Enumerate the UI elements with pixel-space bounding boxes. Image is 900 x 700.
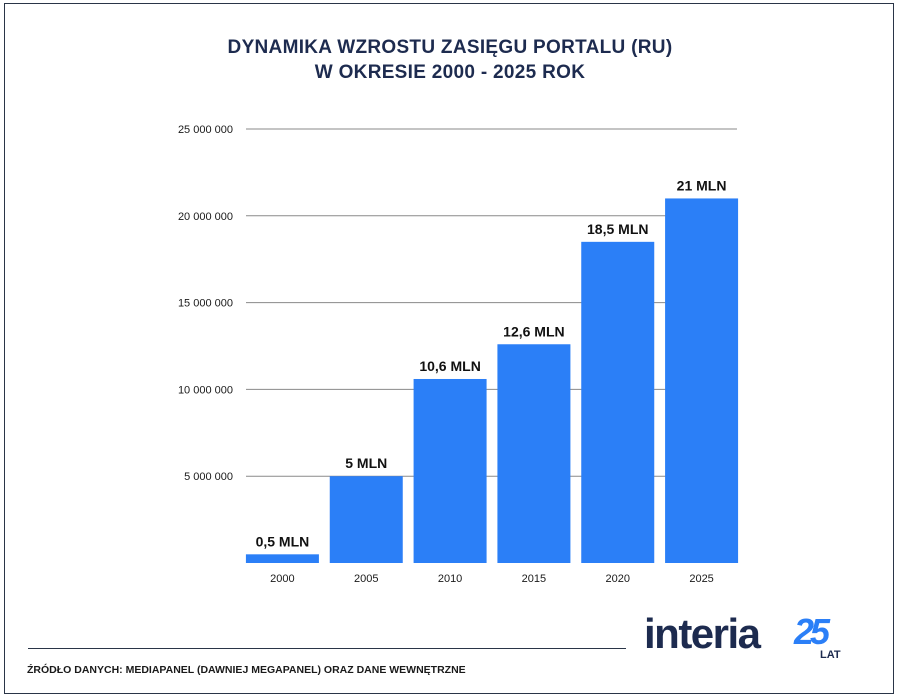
chart-frame xyxy=(4,3,894,694)
interia-25-logo-icon: interia 25 LAT xyxy=(644,610,841,661)
logo-text: interia xyxy=(644,610,762,657)
y-tick-label: 25 000 000 xyxy=(178,124,233,136)
y-tick-label: 5 000 000 xyxy=(184,471,233,483)
data-label: 18,5 MLN xyxy=(587,221,648,237)
bar-2000 xyxy=(245,554,319,563)
bar-2005 xyxy=(329,476,403,563)
y-tick-label: 10 000 000 xyxy=(178,384,233,396)
x-tick-label: 2005 xyxy=(354,573,378,585)
x-tick-label: 2000 xyxy=(270,573,294,585)
x-tick-label: 2025 xyxy=(689,573,713,585)
bar-2015 xyxy=(497,344,571,563)
y-tick-label: 20 000 000 xyxy=(178,211,233,223)
chart-title-line2: W OKRESIE 2000 - 2025 ROK xyxy=(314,62,586,83)
bar-2025 xyxy=(665,198,739,563)
logo-number: 25 xyxy=(793,611,831,652)
data-label: 10,6 MLN xyxy=(419,358,480,374)
bar-2020 xyxy=(581,241,655,563)
y-tick-label: 15 000 000 xyxy=(178,298,233,310)
interia-logo: interia 25 LAT xyxy=(644,610,869,667)
bar-2010 xyxy=(413,378,487,563)
chart-title-line1: DYNAMIKA WZROSTU ZASIĘGU PORTALU (RU) xyxy=(227,37,673,58)
x-tick-label: 2010 xyxy=(438,573,462,585)
data-label: 0,5 MLN xyxy=(256,533,310,549)
x-tick-label: 2020 xyxy=(606,573,630,585)
data-label: 12,6 MLN xyxy=(503,323,564,339)
data-label: 21 MLN xyxy=(677,177,727,193)
bar-chart: 5 000 000 10 000 000 15 000 000 20 000 000 2… xyxy=(178,124,739,585)
source-note: ŹRÓDŁO DANYCH: MEDIAPANEL (DAWNIEJ MEGAP… xyxy=(27,664,466,676)
data-label: 5 MLN xyxy=(345,455,387,471)
footer-divider xyxy=(28,648,626,649)
x-tick-label: 2015 xyxy=(522,573,546,585)
logo-suffix: LAT xyxy=(820,649,841,661)
